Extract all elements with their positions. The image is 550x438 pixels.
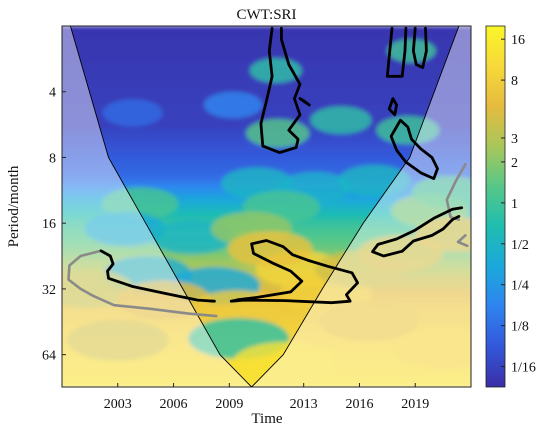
significance-contour-line — [229, 239, 359, 305]
colorbar-tick-label: 2 — [511, 156, 518, 171]
x-tick-label: 2006 — [160, 397, 188, 412]
colorbar-tick-label: 8 — [511, 74, 518, 89]
x-axis-label: Time — [251, 411, 282, 427]
y-tick-label: 8 — [49, 151, 56, 166]
x-tick-label: 2013 — [290, 397, 318, 412]
power-blob — [319, 301, 418, 342]
power-blob — [387, 39, 436, 63]
chart-title: CWT:SRI — [236, 7, 296, 23]
x-tick-label: 2009 — [215, 397, 243, 412]
grey-contour-line — [67, 249, 218, 318]
significance-contour-line — [385, 26, 408, 78]
power-blob — [245, 119, 310, 148]
colorbar-tick-label: 1/8 — [511, 320, 529, 335]
power-blob — [203, 91, 263, 119]
power-blob — [102, 99, 163, 127]
grey-contour-line — [456, 234, 469, 248]
wavelet-power-field — [62, 26, 471, 387]
colorbar-ticks: 16 8 3 2 1 1/2 1/4 1/8 1/16 — [501, 33, 536, 376]
colorbar — [485, 25, 506, 388]
power-blob — [310, 106, 372, 135]
colorbar-tick-label: 3 — [511, 132, 518, 147]
colorbar-tick-label: 1/4 — [511, 279, 529, 294]
significance-contours — [99, 26, 464, 305]
y-tick-label: 4 — [49, 86, 56, 101]
significance-contour-line — [371, 206, 464, 258]
power-blob — [67, 319, 169, 361]
power-blob — [84, 211, 166, 247]
colorbar-tick-label: 1/2 — [511, 238, 529, 253]
power-blob — [338, 164, 411, 197]
power-blob — [393, 327, 471, 370]
cone-of-influence-line — [69, 26, 460, 387]
power-blob — [232, 341, 338, 385]
power-blob — [117, 280, 212, 320]
power-blob — [101, 187, 179, 220]
cone-of-influence-shade — [62, 26, 471, 387]
x-tick-label: 2016 — [345, 397, 373, 412]
power-blob — [227, 231, 313, 267]
colorbar-tick-label: 1/16 — [511, 361, 536, 376]
x-axis: 2003 2006 2009 2013 2016 2019 — [104, 383, 429, 412]
y-axis: 4 8 16 32 64 — [42, 86, 66, 364]
plot-frame — [61, 25, 472, 388]
colorbar-tick-label: 1 — [511, 197, 518, 212]
significance-contour-line — [259, 26, 302, 154]
significance-contour-line — [298, 97, 311, 107]
power-blob — [249, 58, 302, 83]
x-tick-label: 2003 — [104, 397, 132, 412]
y-tick-label: 64 — [42, 349, 56, 364]
y-tick-label: 32 — [42, 283, 56, 298]
power-blob — [415, 217, 471, 252]
colorbar-tick-label: 16 — [511, 33, 525, 48]
significance-contour-line — [389, 118, 439, 180]
y-tick-label: 16 — [42, 217, 56, 232]
significance-contour-line — [387, 97, 398, 117]
significance-contour-line — [400, 215, 461, 253]
y-axis-label: Period/month — [6, 165, 22, 247]
significance-contour-line — [99, 249, 216, 303]
x-tick-label: 2019 — [401, 397, 429, 412]
power-blob — [411, 175, 471, 208]
significance-contour-line — [412, 26, 428, 69]
